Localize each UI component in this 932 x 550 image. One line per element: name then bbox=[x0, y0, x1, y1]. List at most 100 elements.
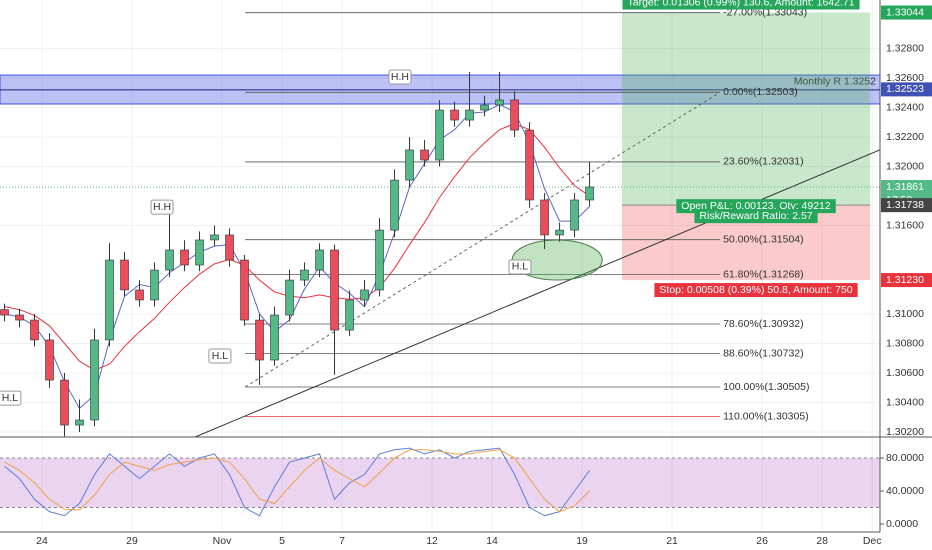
oscillator-pane bbox=[0, 437, 880, 532]
fib-label: 78.60%(1.30932) bbox=[723, 318, 804, 330]
candle-body bbox=[375, 229, 384, 291]
stop-label-bg bbox=[654, 283, 858, 298]
candle-body bbox=[255, 319, 264, 361]
annotation-label: H.L bbox=[212, 350, 229, 362]
rr-label-bg bbox=[694, 209, 818, 224]
candle-body bbox=[150, 269, 159, 301]
x-tick-label: 7 bbox=[339, 535, 345, 547]
osc-tick-label: 80.0000 bbox=[886, 452, 924, 464]
y-tick-label: 1.31600 bbox=[886, 219, 924, 231]
y-tick-label: 1.30400 bbox=[886, 396, 924, 408]
moving-average bbox=[4, 123, 590, 371]
annotation-label: H.L bbox=[2, 392, 19, 404]
candle-body bbox=[390, 179, 399, 231]
candle-body bbox=[525, 129, 534, 201]
price-tag-label: 1.32523 bbox=[886, 83, 924, 95]
profit-zone bbox=[621, 12, 871, 206]
fib-label: 100.00%(1.30505) bbox=[723, 381, 809, 393]
osc-tick-label: 0.0000 bbox=[886, 518, 918, 530]
y-tick-label: 1.32200 bbox=[886, 131, 924, 143]
fib-label: 50.00%(1.31504) bbox=[723, 233, 804, 245]
fib-label: 110.00%(1.30305) bbox=[723, 410, 809, 422]
candle-body bbox=[105, 259, 114, 341]
price-tag-label: 1.33044 bbox=[886, 6, 924, 18]
target-label: Target: 0.01306 (0.99%) 130.6, Amount: 1… bbox=[627, 0, 854, 8]
candle-body bbox=[60, 379, 69, 426]
y-tick-label: 1.31000 bbox=[886, 308, 924, 320]
price-tag bbox=[881, 5, 932, 20]
x-tick-label: 5 bbox=[279, 535, 285, 547]
y-tick-label: 1.32400 bbox=[886, 101, 924, 113]
x-tick-label: 14 bbox=[486, 535, 498, 547]
price-tag-label: 1.31861 bbox=[886, 181, 924, 193]
candle-body bbox=[180, 249, 189, 266]
candle-body bbox=[495, 99, 504, 106]
candle-body bbox=[120, 259, 129, 291]
y-tick-label: 1.32000 bbox=[886, 160, 924, 172]
rr-label: Risk/Reward Ratio: 2.57 bbox=[699, 210, 812, 222]
pnl-label: Open P&L: 0.00123, Qty: 49212 bbox=[681, 200, 831, 212]
candle-body bbox=[510, 99, 519, 131]
osc-tick-label: 40.0000 bbox=[886, 485, 924, 497]
annotation-label: H.H bbox=[153, 201, 171, 213]
annotation-box bbox=[208, 348, 232, 364]
annotation-label: H.H bbox=[391, 71, 409, 83]
candle-body bbox=[345, 299, 354, 331]
x-tick-label: 28 bbox=[816, 535, 828, 547]
trendline bbox=[194, 149, 880, 437]
candle-body bbox=[465, 109, 474, 121]
y-tick-label: 1.32600 bbox=[886, 72, 924, 84]
candle-body bbox=[315, 249, 324, 271]
fib-label: 61.80%(1.31268) bbox=[723, 268, 804, 280]
moving-average bbox=[4, 104, 590, 410]
annotation-box bbox=[0, 390, 22, 406]
annotation-box bbox=[388, 69, 412, 85]
candle-body bbox=[540, 199, 549, 236]
candle-body bbox=[480, 104, 489, 111]
candle-body bbox=[90, 339, 99, 421]
stop-label: Stop: 0.00508 (0.39%) 50.8, Amount: 750 bbox=[659, 284, 852, 296]
candle-body bbox=[405, 149, 414, 181]
candle-body bbox=[570, 199, 579, 231]
candle-body bbox=[135, 289, 144, 301]
candle-body bbox=[555, 229, 564, 236]
candle-body bbox=[585, 186, 594, 201]
x-tick-label: 24 bbox=[36, 535, 48, 547]
candle-body bbox=[210, 234, 219, 241]
fib-label: 0.00%(1.32503) bbox=[723, 86, 798, 98]
candle-body bbox=[195, 239, 204, 266]
price-tag bbox=[881, 273, 932, 288]
y-tick-label: 1.30800 bbox=[886, 337, 924, 349]
price-pane: Monthly R 1.3252 -27.00%(1.33043) 0.00%(1.… bbox=[0, 0, 880, 437]
y-tick-label: 1.32800 bbox=[886, 42, 924, 54]
x-tick-label: Nov bbox=[213, 535, 232, 547]
annotation-box bbox=[508, 259, 532, 275]
candle-body bbox=[450, 109, 459, 121]
stoch-k bbox=[4, 447, 590, 517]
x-tick-label: Dec bbox=[863, 535, 882, 547]
price-tag-label: 1.31230 bbox=[886, 274, 924, 286]
candle-body bbox=[30, 319, 39, 341]
candle-body bbox=[285, 279, 294, 316]
candle-body bbox=[75, 419, 84, 426]
price-tag bbox=[881, 82, 932, 97]
x-tick-label: 19 bbox=[576, 535, 588, 547]
fib-label: 88.60%(1.30732) bbox=[723, 347, 804, 359]
annotation-label: H.L bbox=[512, 261, 529, 273]
oscillator-band bbox=[0, 458, 880, 508]
annotation-box bbox=[150, 199, 174, 215]
candle-body bbox=[0, 309, 9, 316]
y-tick-label: 1.30600 bbox=[886, 367, 924, 379]
target-label-bg bbox=[622, 0, 860, 10]
candle-body bbox=[270, 314, 279, 361]
candle-body bbox=[330, 249, 339, 331]
x-tick-label: 12 bbox=[426, 535, 438, 547]
candle-body bbox=[15, 314, 24, 321]
price-tag bbox=[881, 198, 932, 213]
x-tick-label: 29 bbox=[126, 535, 138, 547]
price-tag-label: 1.31738 bbox=[886, 199, 924, 211]
fib-label: -27.00%(1.33043) bbox=[723, 6, 807, 18]
